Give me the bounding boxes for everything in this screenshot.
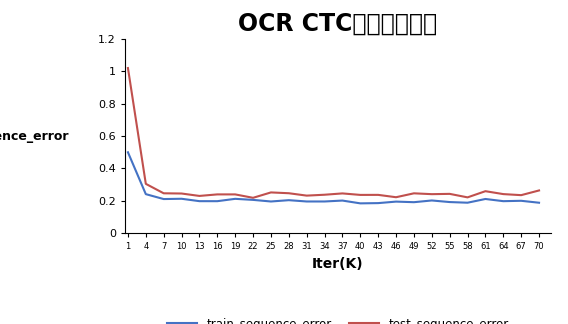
test_sequence_error [321,193,328,197]
train_sequence_error [375,201,382,205]
test_sequence_error [411,191,417,195]
train_sequence_error [339,199,346,202]
train_sequence_error [124,150,131,154]
train_sequence_error [357,202,364,205]
test_sequence_error [285,191,292,195]
test_sequence_error [482,189,489,193]
test_sequence_error [178,191,185,195]
train_sequence_error [232,197,239,201]
Line: train_sequence_error: train_sequence_error [128,152,539,203]
train_sequence_error [446,200,453,204]
Legend: train_sequence_error, test_sequence_error: train_sequence_error, test_sequence_erro… [162,313,513,324]
train_sequence_error [214,199,221,203]
test_sequence_error [500,192,507,196]
test_sequence_error [339,191,346,195]
train_sequence_error [160,197,167,201]
train_sequence_error [464,201,471,205]
train_sequence_error [392,200,399,203]
Title: OCR CTC训练收敛曲线: OCR CTC训练收敛曲线 [239,12,437,36]
train_sequence_error [250,198,257,202]
X-axis label: Iter(K): Iter(K) [312,257,364,271]
train_sequence_error [178,197,185,201]
train_sequence_error [143,192,149,196]
train_sequence_error [321,200,328,203]
Line: test_sequence_error: test_sequence_error [128,68,539,198]
train_sequence_error [285,198,292,202]
test_sequence_error [250,196,257,200]
test_sequence_error [392,195,399,199]
train_sequence_error [268,200,274,203]
test_sequence_error [375,193,382,197]
test_sequence_error [536,189,542,192]
test_sequence_error [357,193,364,197]
test_sequence_error [124,66,131,70]
test_sequence_error [232,192,239,196]
Y-axis label: sequence_error: sequence_error [0,130,69,143]
train_sequence_error [482,197,489,201]
test_sequence_error [428,192,435,196]
test_sequence_error [143,182,149,186]
test_sequence_error [160,191,167,195]
test_sequence_error [196,194,203,198]
test_sequence_error [214,192,221,196]
test_sequence_error [303,194,310,198]
train_sequence_error [536,201,542,205]
train_sequence_error [411,200,417,204]
train_sequence_error [303,200,310,203]
train_sequence_error [518,199,525,203]
test_sequence_error [464,195,471,199]
train_sequence_error [196,199,203,203]
train_sequence_error [428,199,435,202]
test_sequence_error [268,191,274,194]
test_sequence_error [446,192,453,196]
test_sequence_error [518,193,525,197]
train_sequence_error [500,199,507,203]
